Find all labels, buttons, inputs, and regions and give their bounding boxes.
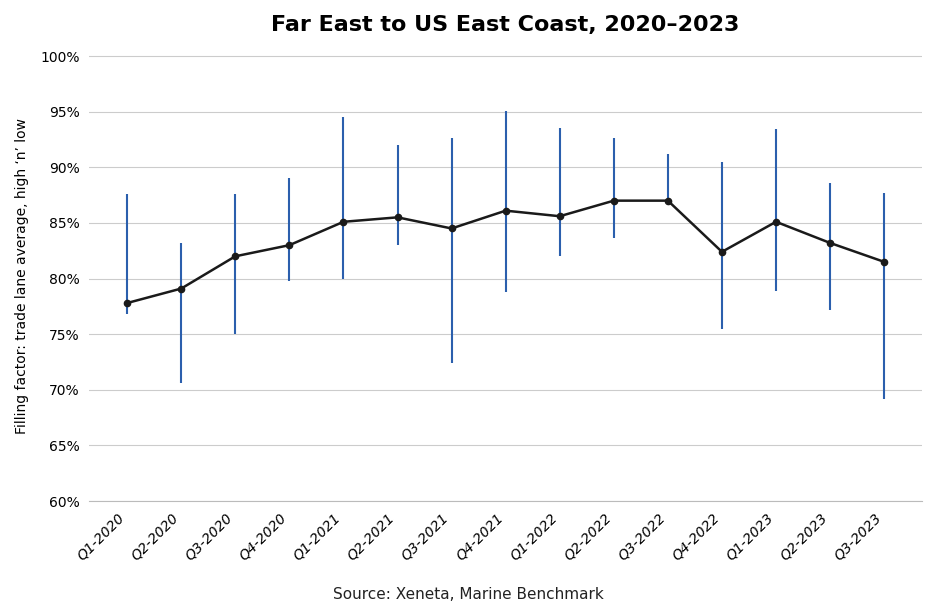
Y-axis label: Filling factor: trade lane average, high ‘n’ low: Filling factor: trade lane average, high… bbox=[15, 118, 29, 434]
Text: Source: Xeneta, Marine Benchmark: Source: Xeneta, Marine Benchmark bbox=[333, 587, 603, 602]
Title: Far East to US East Coast, 2020–2023: Far East to US East Coast, 2020–2023 bbox=[271, 15, 739, 35]
